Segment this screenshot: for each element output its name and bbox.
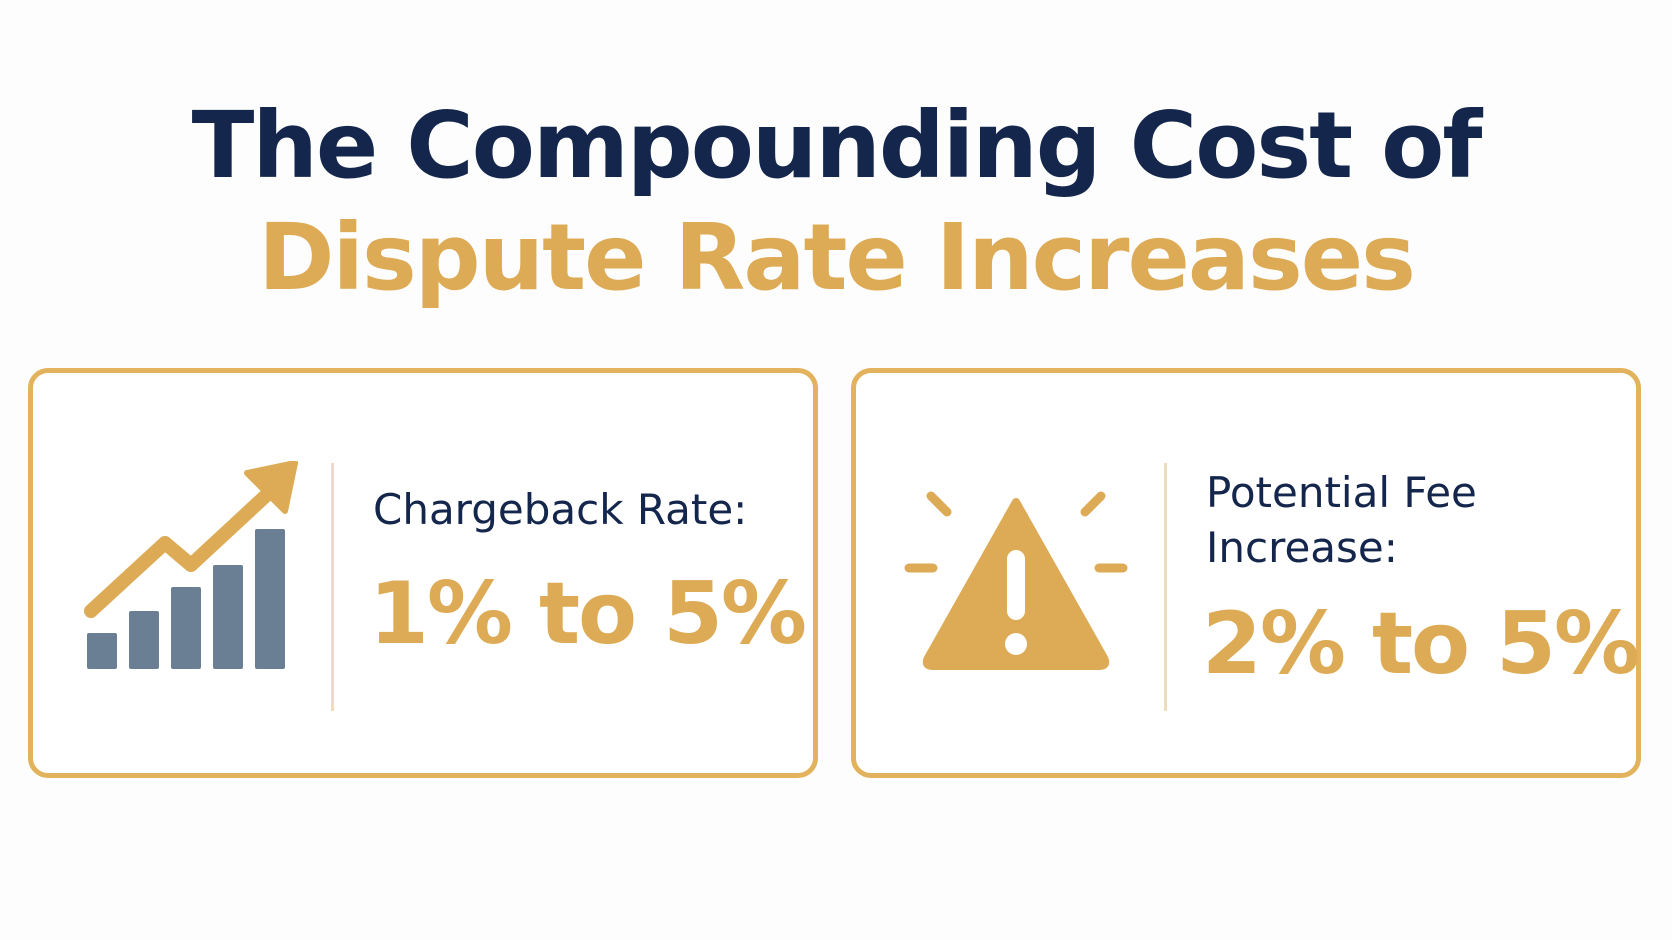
fee-increase-label: Potential Fee Increase: bbox=[1206, 466, 1477, 575]
fee-increase-value: 2% to 5% bbox=[1202, 594, 1640, 694]
page-subtitle: Dispute Rate Increases bbox=[258, 204, 1416, 311]
warning-icon bbox=[904, 491, 1128, 670]
card-divider bbox=[1164, 463, 1167, 711]
page-title: The Compounding Cost of bbox=[191, 92, 1483, 199]
chargeback-rate-value: 1% to 5% bbox=[369, 564, 807, 664]
chargeback-rate-label: Chargeback Rate: bbox=[373, 485, 748, 534]
growth-chart-icon bbox=[84, 461, 298, 669]
fee-increase-label-line-1: Potential Fee bbox=[1206, 468, 1477, 517]
fee-increase-card: Potential Fee Increase: 2% to 5% bbox=[851, 368, 1641, 778]
fee-increase-label-line-2: Increase: bbox=[1206, 522, 1398, 572]
chargeback-rate-card: Chargeback Rate: 1% to 5% bbox=[28, 368, 818, 778]
card-divider bbox=[331, 463, 334, 711]
